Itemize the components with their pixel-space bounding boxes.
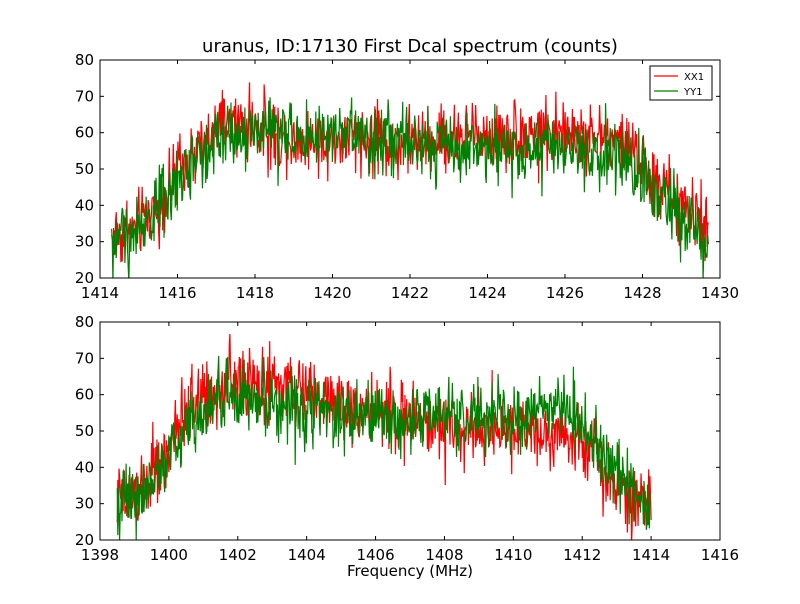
x-tick-label: 1416: [158, 284, 196, 302]
series-line-yy1: [116, 355, 652, 540]
x-tick-label: 1414: [81, 284, 119, 302]
panel-1: 1414 1416 1418 1420 1422 1424 1426 1428 1430 20 30…: [75, 51, 739, 302]
x-tick-label: 1404: [288, 546, 326, 564]
y-tick-label: 30: [75, 233, 94, 251]
panels: 1414 1416 1418 1420 1422 1424 1426 1428 1430 20 30…: [75, 51, 739, 564]
x-tick-label: 1426: [546, 284, 584, 302]
x-tick-label: 1398: [81, 546, 119, 564]
x-tick-label: 1416: [701, 546, 739, 564]
legend-label-xx1: XX1: [684, 72, 704, 83]
legend-label-yy1: YY1: [683, 87, 703, 98]
figure-title: uranus, ID:17130 First Dcal spectrum (co…: [202, 36, 618, 57]
series-line-yy1: [111, 97, 709, 278]
x-tick-label: 1428: [623, 284, 661, 302]
x-tick-label: 1418: [236, 284, 274, 302]
x-tick-label: 1410: [494, 546, 532, 564]
x-tick-label: 1424: [468, 284, 506, 302]
x-tick-label: 1420: [313, 284, 351, 302]
panel-2: 1398 1400 1402 1404 1406 1408 1410 1412 1414 1416…: [75, 313, 739, 564]
y-tick-label: 20: [75, 269, 94, 287]
x-tick-label: 1408: [425, 546, 463, 564]
x-tick-label: 1412: [563, 546, 601, 564]
legend-box: [649, 65, 713, 101]
y-tick-label: 20: [75, 531, 94, 549]
x-tick-label: 1406: [356, 546, 394, 564]
y-tick-label: 50: [75, 160, 94, 178]
y-tick-label: 70: [75, 87, 94, 105]
y-tick-label: 60: [75, 386, 94, 404]
x-axis-label: Frequency (MHz): [347, 562, 473, 580]
x-tick-label: 1430: [701, 284, 739, 302]
y-tick-label: 70: [75, 349, 94, 367]
y-tick-label: 60: [75, 124, 94, 142]
x-tick-label: 1414: [632, 546, 670, 564]
y-tick-label: 80: [75, 313, 94, 331]
y-tick-label: 30: [75, 495, 94, 513]
y-tick-label: 40: [75, 458, 94, 476]
y-tick-label: 40: [75, 196, 94, 214]
x-tick-label: 1422: [391, 284, 429, 302]
y-tick-label: 80: [75, 51, 94, 69]
y-tick-label: 50: [75, 422, 94, 440]
x-tick-label: 1400: [150, 546, 188, 564]
x-tick-label: 1402: [219, 546, 257, 564]
